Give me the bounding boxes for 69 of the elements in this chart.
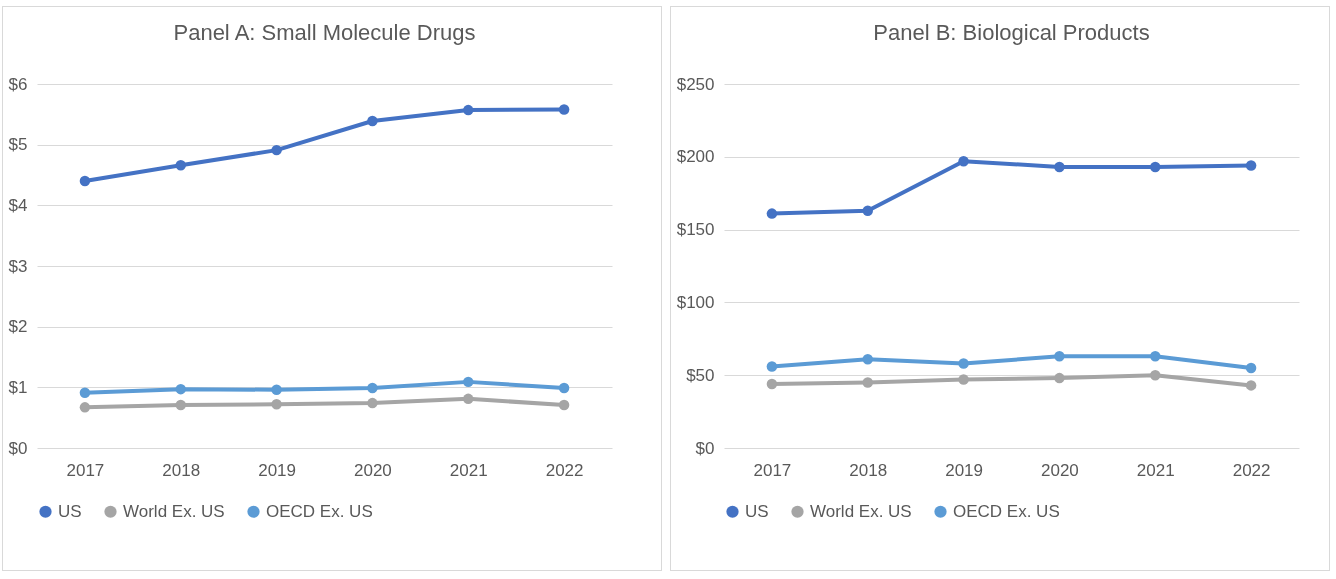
x-tick-label: 2019 bbox=[258, 460, 296, 480]
point bbox=[862, 377, 873, 388]
y-tick-label: $0 bbox=[8, 438, 28, 458]
point bbox=[1245, 160, 1257, 171]
point bbox=[175, 399, 186, 411]
point bbox=[175, 383, 186, 395]
legend-label: OECD Ex. US bbox=[266, 501, 373, 521]
point bbox=[1150, 369, 1161, 381]
point bbox=[1054, 161, 1065, 173]
point bbox=[958, 155, 969, 167]
point bbox=[79, 175, 91, 187]
y-tick-label: $50 bbox=[686, 365, 715, 385]
y-tick-label: $150 bbox=[676, 220, 715, 240]
point bbox=[271, 384, 282, 395]
x-tick-label: 2019 bbox=[945, 460, 983, 480]
point bbox=[862, 205, 873, 216]
y-tick-label: $4 bbox=[8, 195, 28, 215]
x-tick-label: 2022 bbox=[1232, 460, 1271, 480]
point bbox=[1150, 161, 1161, 173]
x-tick-label: 2018 bbox=[849, 460, 888, 480]
y-tick-label: $3 bbox=[8, 256, 28, 276]
y-tick-label: $200 bbox=[676, 147, 715, 167]
point bbox=[558, 104, 570, 115]
y-tick-label: $1 bbox=[8, 377, 28, 397]
y-tick-label: $2 bbox=[8, 317, 28, 337]
x-tick-label: 2018 bbox=[162, 460, 201, 480]
point bbox=[367, 115, 378, 127]
point bbox=[558, 399, 570, 411]
x-tick-label: 2020 bbox=[1041, 460, 1079, 480]
legend-label: OECD Ex. US bbox=[953, 501, 1060, 521]
x-tick-label: 2022 bbox=[545, 460, 584, 480]
point bbox=[367, 382, 378, 394]
point bbox=[271, 144, 282, 156]
legend-label: US bbox=[58, 501, 82, 521]
point bbox=[766, 208, 778, 219]
point bbox=[1054, 372, 1065, 384]
point bbox=[958, 358, 969, 369]
y-tick-label: $6 bbox=[8, 74, 28, 94]
chart-title: Panel A: Small Molecule Drugs bbox=[173, 20, 476, 45]
point bbox=[558, 382, 570, 394]
point bbox=[463, 393, 474, 405]
x-tick-label: 2020 bbox=[354, 460, 392, 480]
x-tick-label: 2017 bbox=[66, 460, 105, 480]
x-tick-label: 2021 bbox=[449, 460, 488, 480]
y-tick-label: $250 bbox=[676, 74, 715, 94]
point bbox=[175, 160, 186, 171]
x-tick-label: 2017 bbox=[753, 460, 792, 480]
point bbox=[1150, 351, 1161, 362]
x-tick-label: 2021 bbox=[1136, 460, 1175, 480]
legend-label: World Ex. US bbox=[123, 501, 225, 521]
chart-title: Panel B: Biological Products bbox=[873, 20, 1150, 45]
point bbox=[766, 378, 778, 390]
point bbox=[766, 361, 778, 372]
point bbox=[79, 402, 91, 413]
point bbox=[463, 376, 474, 388]
point bbox=[958, 374, 969, 385]
y-tick-label: $100 bbox=[676, 292, 715, 312]
y-tick-label: $5 bbox=[8, 135, 28, 155]
legend-label: US bbox=[745, 501, 769, 521]
point bbox=[1245, 380, 1257, 391]
point bbox=[1054, 351, 1065, 362]
point bbox=[367, 397, 378, 409]
point bbox=[463, 104, 474, 116]
legend-label: World Ex. US bbox=[810, 501, 912, 521]
y-tick-label: $0 bbox=[695, 438, 715, 458]
point bbox=[79, 387, 91, 399]
point bbox=[862, 353, 873, 365]
point bbox=[1245, 362, 1257, 374]
point bbox=[271, 399, 282, 410]
